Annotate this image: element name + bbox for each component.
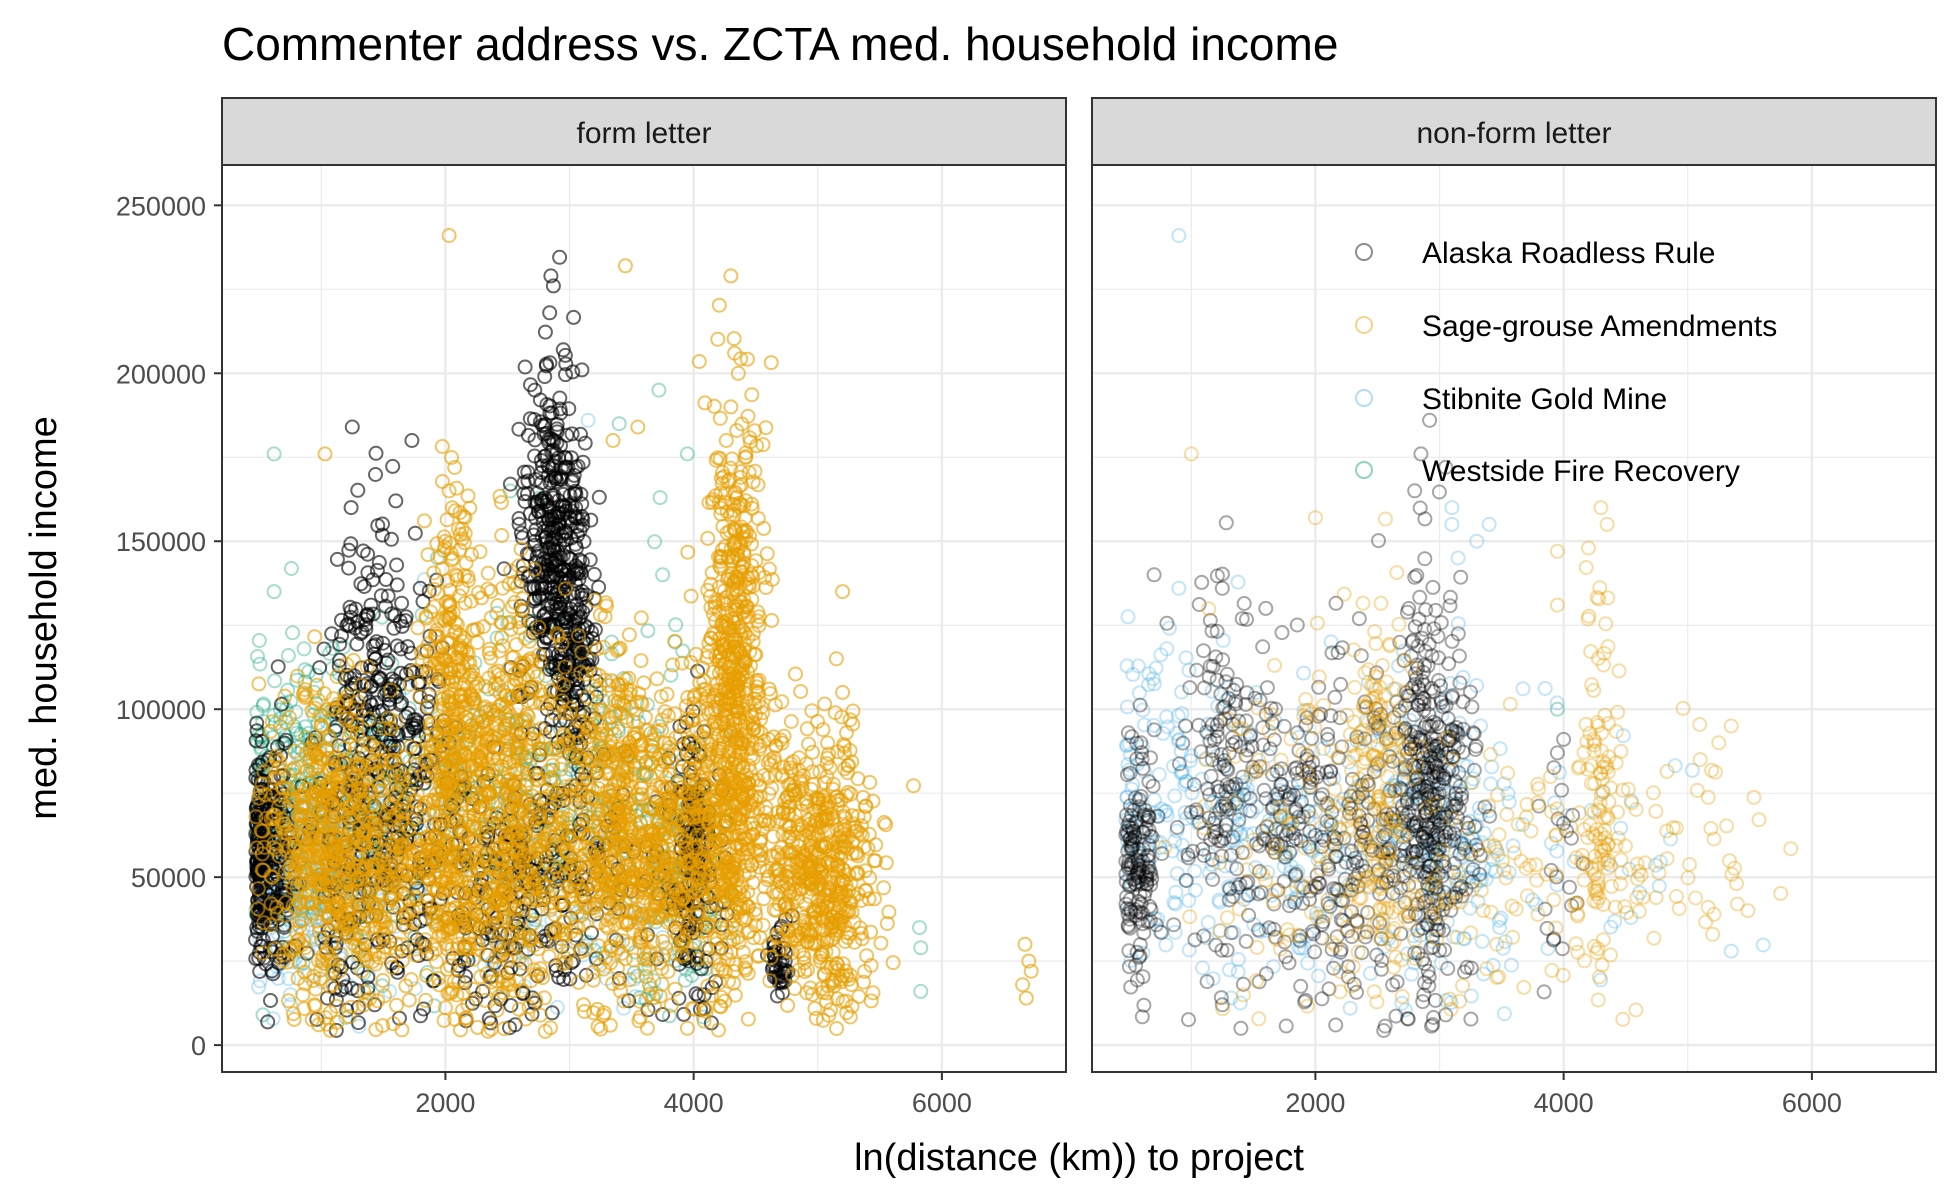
- data-point: [252, 964, 268, 979]
- data-point: [267, 673, 283, 689]
- data-point: [640, 623, 656, 639]
- data-point: [283, 561, 299, 576]
- data-point: [286, 718, 302, 734]
- data-point: [647, 534, 663, 550]
- data-point: [912, 920, 927, 936]
- data-point: [668, 617, 684, 633]
- data-point: [368, 445, 384, 461]
- data-point: [248, 733, 264, 749]
- data-point: [270, 659, 286, 675]
- data-point: [611, 416, 627, 432]
- data-point: [252, 973, 268, 989]
- data-point: [382, 983, 398, 999]
- data-point: [281, 971, 297, 987]
- data-point: [253, 853, 269, 869]
- data-point: [272, 702, 288, 718]
- data-point: [646, 973, 662, 989]
- data-point: [371, 555, 387, 570]
- data-point: [280, 648, 296, 663]
- data-point: [662, 1008, 677, 1024]
- data-point: [355, 543, 371, 559]
- data-point: [289, 725, 305, 741]
- data-point: [266, 584, 282, 600]
- data-point: [384, 655, 400, 671]
- data-point: [407, 981, 423, 997]
- chart-title: Commenter address vs. ZCTA med. househol…: [222, 18, 1338, 70]
- data-point: [260, 1014, 276, 1030]
- data-point: [251, 633, 267, 648]
- data-point: [255, 698, 271, 714]
- data-point: [256, 696, 272, 712]
- data-point: [316, 641, 332, 657]
- data-point: [307, 932, 323, 948]
- data-point: [249, 715, 265, 731]
- data-point: [254, 733, 270, 749]
- data-point: [655, 930, 671, 945]
- data-point: [332, 636, 348, 652]
- data-point: [266, 707, 282, 723]
- data-point: [677, 972, 693, 988]
- data-point: [655, 567, 671, 583]
- data-point: [651, 382, 667, 398]
- data-point: [332, 652, 347, 668]
- data-point: [913, 940, 929, 956]
- data-point: [277, 735, 293, 751]
- data-point: [400, 639, 416, 655]
- data-point: [253, 938, 269, 954]
- data-point: [263, 993, 278, 1008]
- data-point: [250, 649, 265, 664]
- data-point: [374, 978, 390, 994]
- data-point: [663, 667, 679, 683]
- data-point: [274, 696, 289, 712]
- data-point: [312, 660, 328, 676]
- data-point: [248, 762, 264, 778]
- data-point: [580, 412, 596, 428]
- data-point: [383, 531, 399, 547]
- data-point: [249, 704, 265, 720]
- data-point: [285, 625, 301, 641]
- data-point: [331, 658, 347, 674]
- data-point: [328, 992, 344, 1008]
- data-point: [308, 667, 324, 683]
- data-point: [251, 979, 267, 995]
- data-point: [360, 546, 376, 562]
- data-point: [616, 1000, 632, 1016]
- data-point: [288, 722, 304, 738]
- data-point: [296, 641, 312, 657]
- data-point: [266, 446, 282, 462]
- data-point: [913, 983, 929, 999]
- panel-form-letter: form letter: [221, 97, 1067, 1073]
- data-point: [297, 719, 313, 735]
- panel-points: [248, 228, 1039, 1039]
- data-point: [652, 490, 668, 506]
- data-point: [679, 446, 695, 462]
- data-point: [252, 656, 268, 672]
